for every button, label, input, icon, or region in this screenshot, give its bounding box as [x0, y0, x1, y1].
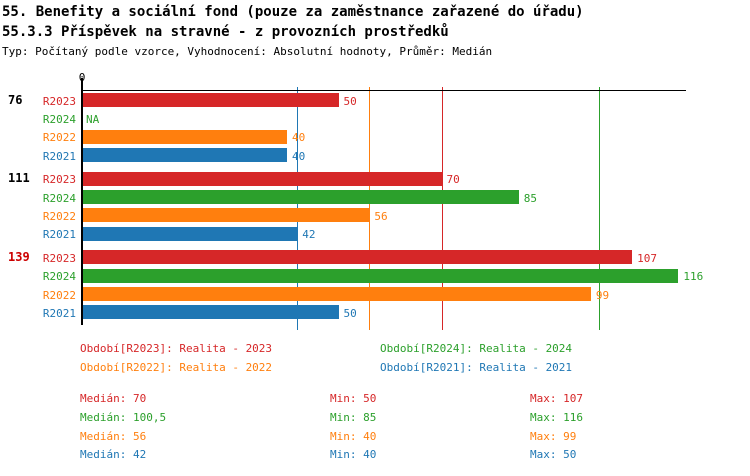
- stat-median-R2022: Medián: 56: [80, 430, 146, 443]
- stat-max-label: Max:: [530, 410, 557, 424]
- bar-R2022: [83, 208, 370, 223]
- y-axis-line: [81, 78, 83, 325]
- bar-R2024: [83, 268, 679, 283]
- stat-min-value: 40: [363, 448, 377, 462]
- bar-value-label: 50: [343, 94, 357, 108]
- stat-min-R2023: Min: 50: [330, 392, 376, 405]
- zero-tick-label: 0: [78, 71, 86, 84]
- stat-median-R2021: Medián: 42: [80, 448, 146, 461]
- row-label-R2022: R2022: [42, 209, 76, 223]
- stat-max-R2024: Max: 116: [530, 411, 583, 424]
- report-subtitle: Typ: Počítaný podle vzorce, Vyhodnocení:…: [2, 45, 493, 58]
- median-line-R2024: [598, 87, 600, 330]
- x-axis-top-line: [81, 90, 686, 91]
- bar-chart: 0 76 R2023 50 R2024 NA R2022 40 R2021 40 111 R2023 7…: [8, 71, 704, 330]
- row-label-R2023: R2023: [42, 251, 76, 265]
- legend-item-R2021: Období[R2021]: Realita - 2021: [380, 361, 573, 374]
- bar-value-label: NA: [86, 112, 100, 126]
- stat-median-label: Medián:: [80, 392, 127, 405]
- stat-median-label: Medián:: [80, 410, 127, 424]
- stat-median-R2023: Medián: 70: [80, 392, 146, 405]
- stat-max-R2023: Max: 107: [530, 392, 583, 405]
- row-label-R2024: R2024: [42, 112, 76, 126]
- row-label-R2024: R2024: [42, 270, 76, 284]
- row-label-R2022: R2022: [42, 131, 76, 145]
- stat-median-label: Medián:: [80, 429, 127, 443]
- group-label: 76: [8, 92, 23, 107]
- chart-legend: Období[R2023]: Realita - 2023 Období[R202…: [0, 334, 750, 379]
- bar-value-label: 56: [374, 209, 388, 223]
- legend-item-R2022: Období[R2022]: Realita - 2022: [80, 361, 273, 374]
- stat-max-R2022: Max: 99: [530, 430, 576, 443]
- stat-median-value: 100,5: [132, 410, 167, 424]
- stat-max-value: 50: [563, 448, 577, 462]
- bar-value-label: 40: [292, 131, 306, 145]
- bar-R2022: [83, 129, 287, 144]
- group-label: 139: [8, 249, 30, 264]
- stat-min-label: Min:: [330, 392, 357, 405]
- stat-median-value: 42: [132, 448, 147, 462]
- stat-max-value: 99: [563, 429, 577, 443]
- report-title-line2: 55.3.3 Příspěvek na stravné - z provozní…: [2, 24, 449, 40]
- stat-max-label: Max:: [530, 448, 557, 462]
- bar-value-label: 99: [595, 288, 610, 302]
- row-label-R2024: R2024: [42, 191, 76, 205]
- stat-max-R2021: Max: 50: [530, 448, 576, 461]
- bar-value-label: 70: [446, 173, 460, 187]
- stat-max-label: Max:: [530, 392, 557, 405]
- bar-value-label: 40: [292, 149, 306, 163]
- legend-item-R2023: Období[R2023]: Realita - 2023: [80, 342, 273, 355]
- group-label: 111: [8, 171, 30, 186]
- bar-R2023: [83, 171, 442, 186]
- stat-min-value: 40: [363, 429, 377, 443]
- stat-median-label: Medián:: [80, 448, 127, 462]
- stat-min-label: Min:: [330, 410, 357, 424]
- stat-max-label: Max:: [530, 429, 557, 443]
- bar-R2024: [83, 190, 519, 204]
- row-label-R2022: R2022: [42, 288, 76, 302]
- bar-value-label: 107: [637, 251, 657, 265]
- bar-value-label: 50: [343, 306, 357, 320]
- bar-value-label: 85: [523, 191, 538, 205]
- median-line-R2023: [441, 87, 443, 330]
- stat-max-value: 107: [563, 392, 583, 405]
- bar-R2021: [83, 148, 287, 163]
- stat-median-value: 56: [132, 429, 147, 443]
- chart-stats: Medián: 70 Min: 50 Max: 107 Medián: 100,5 Mi…: [0, 386, 750, 476]
- bar-value-label: 116: [683, 270, 704, 284]
- bar-R2023: [83, 93, 339, 107]
- row-label-R2021: R2021: [42, 149, 76, 163]
- stat-min-value: 50: [363, 392, 377, 405]
- stat-median-value: 70: [132, 392, 147, 405]
- stat-min-value: 85: [363, 410, 377, 424]
- bar-R2021: [83, 226, 298, 241]
- row-label-R2023: R2023: [42, 173, 76, 187]
- stat-max-value: 116: [563, 410, 583, 424]
- row-label-R2021: R2021: [42, 228, 76, 242]
- stat-min-R2024: Min: 85: [330, 411, 376, 424]
- stat-min-label: Min:: [330, 429, 357, 443]
- median-line-R2022: [369, 87, 371, 330]
- bar-R2023: [83, 250, 633, 265]
- row-label-R2021: R2021: [42, 306, 76, 320]
- legend-item-R2024: Období[R2024]: Realita - 2024: [380, 342, 573, 355]
- stat-min-R2022: Min: 40: [330, 430, 376, 443]
- stat-min-R2021: Min: 40: [330, 448, 376, 461]
- bar-R2022: [83, 287, 591, 301]
- stat-min-label: Min:: [330, 448, 357, 462]
- report-title-line1: 55. Benefity a sociální fond (pouze za z…: [2, 4, 584, 20]
- bar-R2021: [83, 305, 339, 320]
- stat-median-R2024: Medián: 100,5: [80, 411, 166, 424]
- bar-value-label: 42: [302, 228, 316, 242]
- row-label-R2023: R2023: [42, 94, 76, 108]
